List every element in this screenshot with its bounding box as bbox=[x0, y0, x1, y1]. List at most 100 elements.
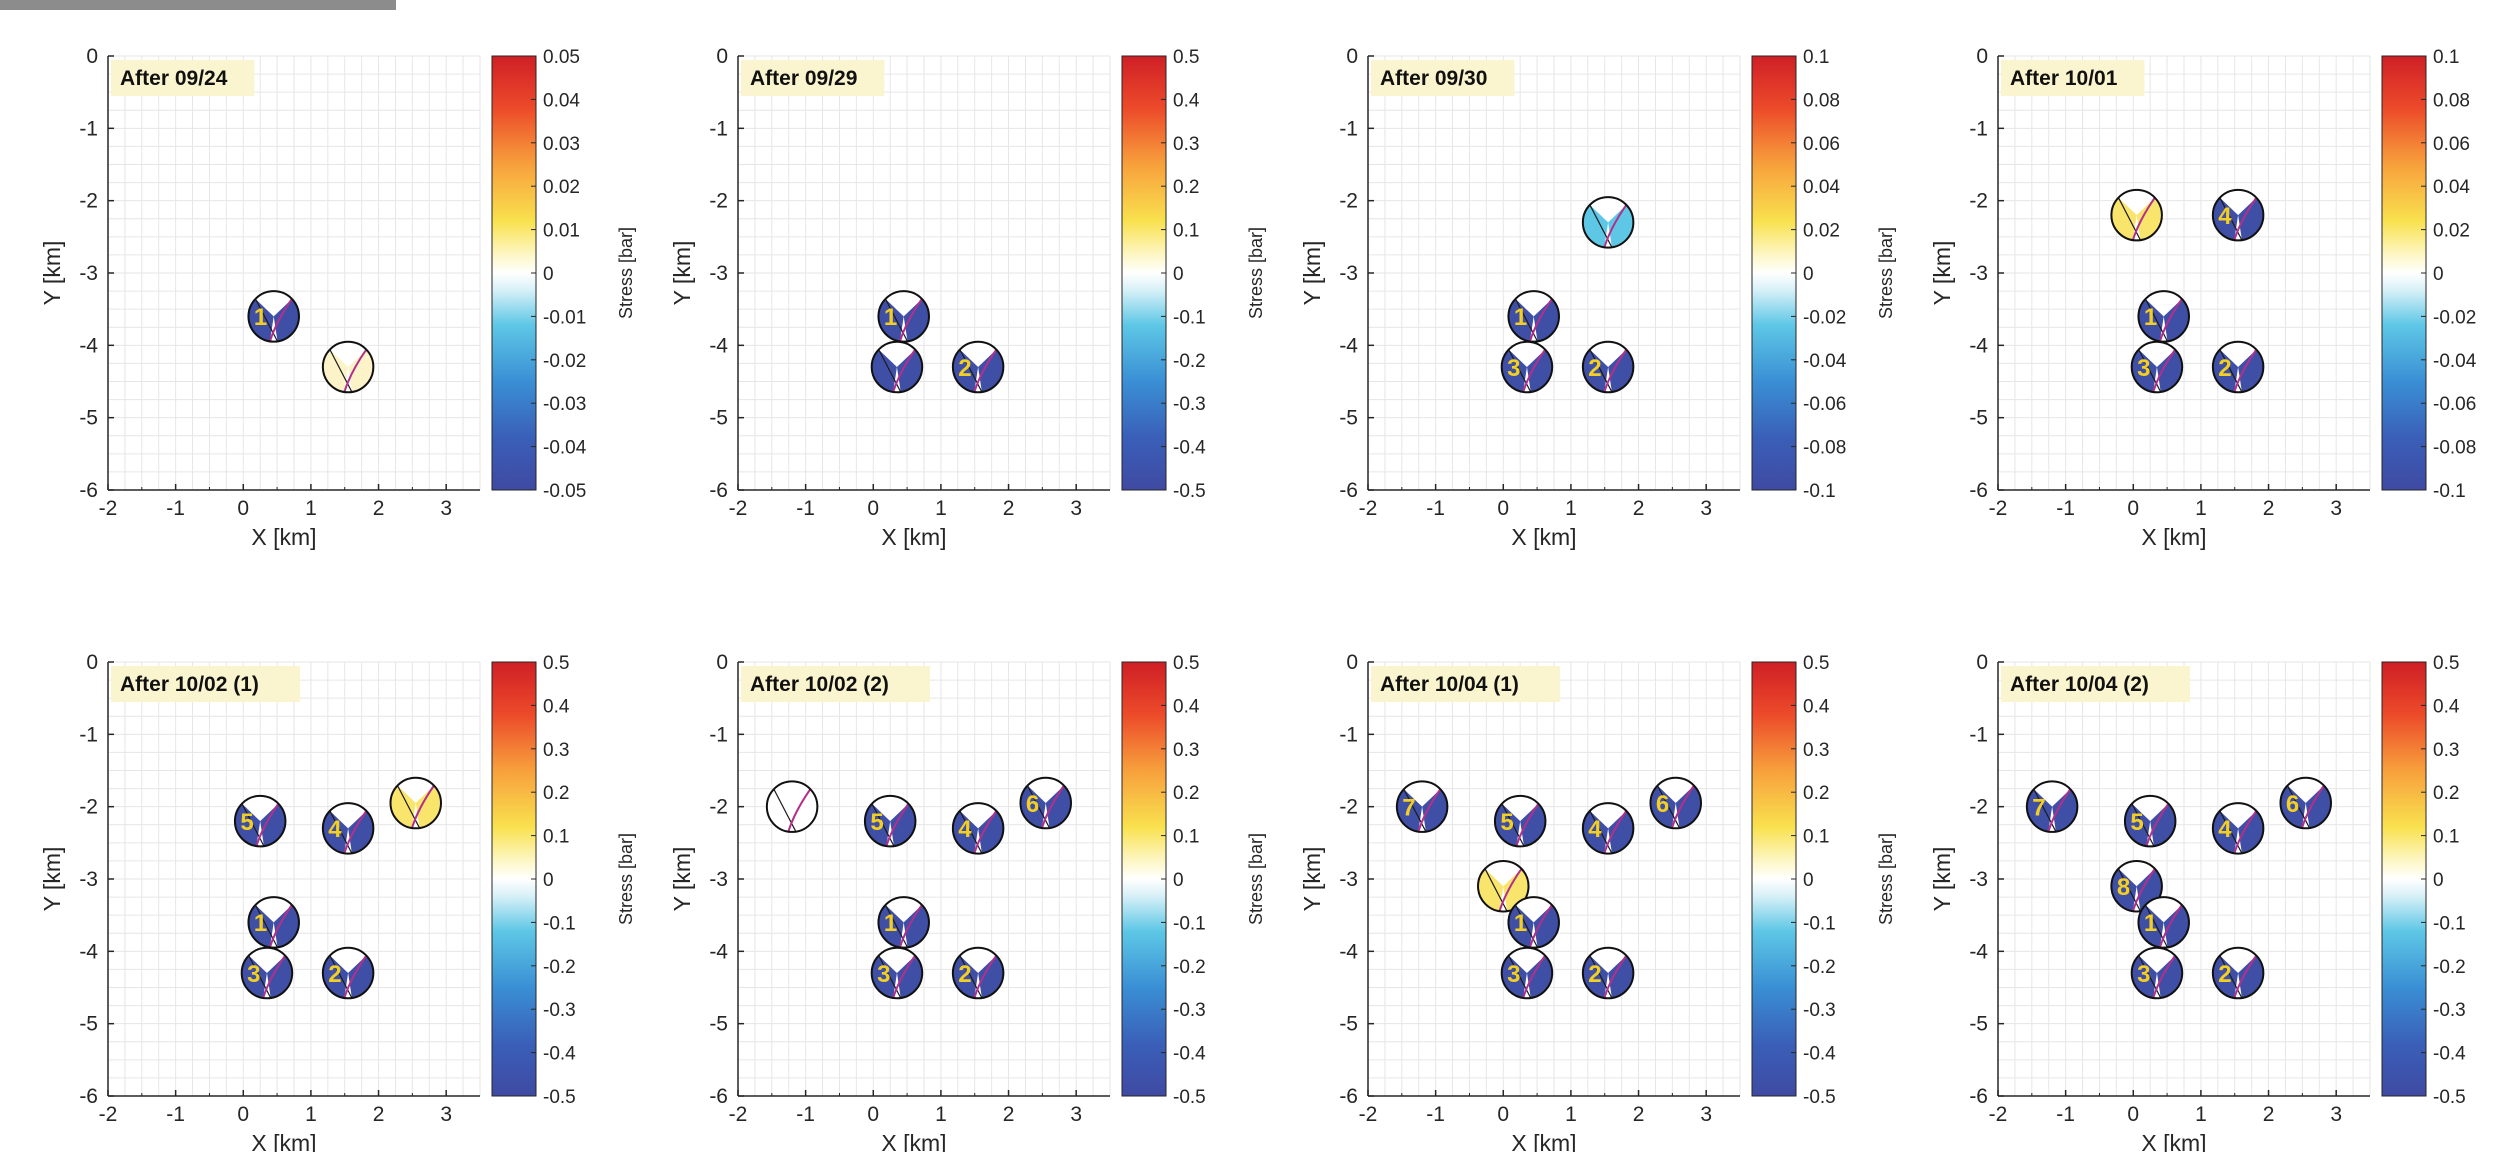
beachball-quadrant bbox=[273, 298, 299, 342]
event-number-label: 2 bbox=[328, 961, 341, 988]
colorbar-tick-label: 0.1 bbox=[543, 827, 569, 848]
event-beachball bbox=[765, 780, 819, 833]
beachball-outline bbox=[240, 946, 294, 1000]
chart-panel: -2 -1 0 1 2 3 0 -1 -2 -3 -4 -5 -6 X [km] Y [km] After 1… bbox=[669, 651, 1266, 1152]
beachball-outline bbox=[2211, 946, 2265, 1000]
y-tick-label: -1 bbox=[709, 723, 728, 746]
beachball-outline bbox=[765, 780, 819, 833]
panel-title: After 10/04 (2) bbox=[2010, 673, 2149, 696]
panel-title-box bbox=[1371, 666, 1560, 702]
panels: -2 -1 0 1 2 3 0 -1 -2 -3 -4 -5 -6 X [km] Y [km] After 0… bbox=[39, 45, 2477, 1152]
nodal-plane-line bbox=[254, 904, 279, 948]
beachball-quadrant bbox=[978, 955, 1004, 999]
colorbar-tick-label: 0.06 bbox=[2433, 134, 2470, 155]
event-number-label: 1 bbox=[884, 910, 897, 937]
nodal-plane-line bbox=[959, 349, 983, 393]
x-tick-label: 3 bbox=[440, 497, 452, 520]
colorbar-tick-label: -0.3 bbox=[1173, 1000, 1206, 1021]
colorbar-tick-label: -0.06 bbox=[1803, 394, 1846, 415]
nodal-plane-curve bbox=[973, 955, 998, 999]
nodal-plane-curve bbox=[2131, 868, 2156, 912]
colorbar-tick-label: 0.03 bbox=[543, 134, 580, 155]
x-tick-label: 2 bbox=[2263, 497, 2275, 520]
beachball-quadrant bbox=[1501, 349, 1527, 393]
colorbar-tick-label: -0.03 bbox=[543, 394, 586, 415]
nodal-plane-line bbox=[329, 955, 353, 999]
y-tick-label: -6 bbox=[709, 1085, 728, 1108]
panel-title-box bbox=[2001, 60, 2145, 96]
event-beachball: 2 bbox=[951, 340, 1005, 394]
beachball-outline bbox=[247, 290, 300, 343]
nodal-plane-line bbox=[2144, 298, 2169, 342]
beachball-quadrant bbox=[2212, 955, 2239, 999]
x-tick-label: -1 bbox=[1426, 497, 1445, 520]
beachball-outline bbox=[877, 896, 930, 949]
event-beachball bbox=[1581, 196, 1635, 249]
x-tick-label: -2 bbox=[729, 1103, 748, 1126]
nodal-plane-curve bbox=[2152, 349, 2176, 393]
event-number-label: 7 bbox=[1402, 795, 1415, 822]
x-tick-label: 3 bbox=[2330, 1103, 2342, 1126]
nodal-plane-curve bbox=[2047, 788, 2072, 832]
beachball-quadrant bbox=[1582, 955, 1609, 999]
y-tick-label: -3 bbox=[1969, 262, 1988, 285]
event-number-label: 6 bbox=[1656, 791, 1669, 818]
beachball-outline bbox=[951, 802, 1005, 855]
event-beachball bbox=[321, 340, 375, 394]
y-tick-label: -4 bbox=[79, 940, 98, 963]
event-number-label: 1 bbox=[2144, 304, 2157, 331]
y-tick-label: -6 bbox=[1339, 479, 1358, 502]
beachball-quadrant bbox=[1520, 803, 1546, 847]
colorbar-tick-label: -0.4 bbox=[2433, 1044, 2466, 1065]
x-tick-label: 2 bbox=[373, 497, 385, 520]
x-tick-label: -2 bbox=[729, 497, 748, 520]
beachball-outline bbox=[2110, 188, 2163, 242]
nodal-plane-line bbox=[878, 955, 902, 999]
y-axis-label: Y [km] bbox=[39, 241, 65, 306]
beachball-outline bbox=[2211, 188, 2265, 242]
beachball-outline bbox=[2130, 946, 2184, 1000]
y-tick-label: 0 bbox=[1976, 651, 1988, 674]
panel-title-box bbox=[1371, 60, 1515, 96]
panel-title: After 09/29 bbox=[750, 67, 857, 90]
colorbar-tick-label: 0.4 bbox=[1173, 696, 1200, 717]
colorbar-tick-label: 0.2 bbox=[1173, 783, 1199, 804]
nodal-plane-line bbox=[773, 788, 797, 832]
colorbar-tick-label: -0.3 bbox=[543, 1000, 576, 1021]
nodal-plane-line bbox=[329, 349, 353, 393]
nodal-plane-curve bbox=[1515, 803, 1540, 847]
colorbar bbox=[491, 661, 537, 1097]
beachball-outline bbox=[2130, 340, 2184, 394]
panel-title-box bbox=[741, 666, 930, 702]
colorbar-tick-label: 0 bbox=[2433, 870, 2444, 891]
event-beachball: 4 bbox=[321, 802, 375, 855]
beachball-outline bbox=[321, 802, 375, 855]
x-tick-label: 1 bbox=[305, 497, 317, 520]
colorbar-tick-label: -0.1 bbox=[2433, 481, 2466, 502]
colorbar-tick-label: -0.5 bbox=[1173, 1087, 1206, 1108]
nodal-plane-line bbox=[1508, 955, 1532, 999]
x-tick-label: 0 bbox=[237, 497, 249, 520]
nodal-plane-curve bbox=[885, 803, 910, 847]
beachball-outline bbox=[1581, 340, 1635, 394]
panel-title: After 09/24 bbox=[120, 67, 228, 90]
x-tick-label: -2 bbox=[99, 497, 118, 520]
nodal-plane-curve bbox=[262, 955, 286, 999]
panel-title-box bbox=[111, 60, 255, 96]
y-tick-label: -1 bbox=[1339, 723, 1358, 746]
nodal-plane-line bbox=[1589, 349, 1613, 393]
event-beachball: 2 bbox=[321, 946, 375, 1000]
colorbar-tick-label: -0.1 bbox=[1173, 307, 1206, 328]
nodal-plane-curve bbox=[1603, 349, 1628, 393]
beachball-outline bbox=[1500, 946, 1554, 1000]
nodal-plane-curve bbox=[1498, 868, 1523, 912]
colorbar bbox=[1121, 661, 1167, 1097]
x-tick-label: 0 bbox=[867, 1103, 879, 1126]
event-number-label: 4 bbox=[958, 816, 972, 843]
colorbar-tick-label: -0.02 bbox=[2433, 307, 2476, 328]
colorbar-label: Stress [bar] bbox=[1876, 833, 1896, 925]
x-tick-label: -1 bbox=[166, 497, 185, 520]
panel-title-box bbox=[2001, 666, 2190, 702]
event-number-label: 8 bbox=[2117, 874, 2130, 901]
event-beachball: 1 bbox=[2137, 290, 2190, 343]
